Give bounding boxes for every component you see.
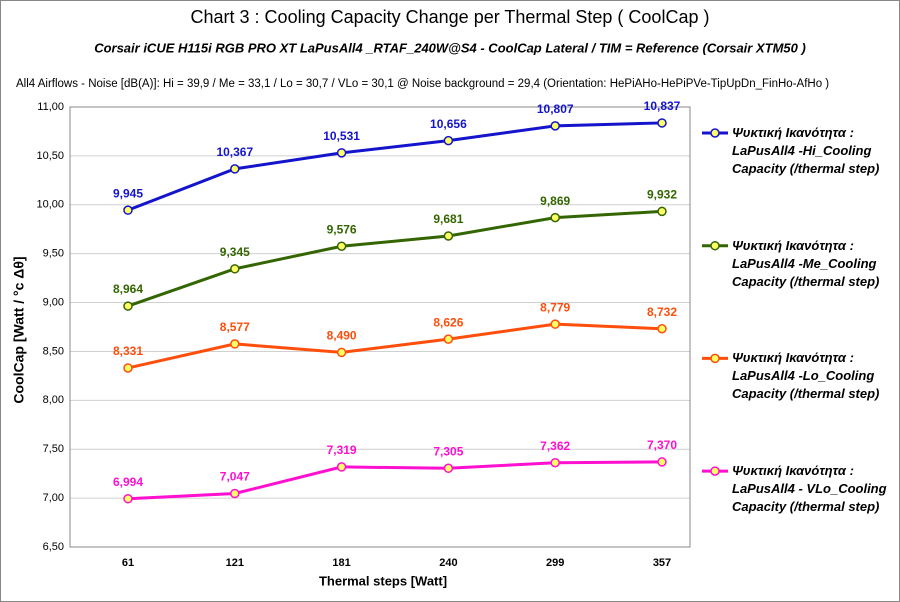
data-point [657, 206, 667, 217]
legend-marker [710, 353, 720, 364]
data-point [443, 463, 454, 474]
x-tick-label: 181 [332, 557, 350, 569]
data-label: 8,964 [113, 282, 143, 296]
data-label: 10,837 [644, 99, 681, 113]
data-label: 10,807 [537, 102, 574, 116]
legend-marker [710, 240, 720, 251]
series-line [127, 121, 663, 212]
y-tick-label: 7,50 [43, 443, 64, 455]
data-point [657, 457, 667, 467]
data-label: 7,047 [220, 470, 250, 484]
y-axis-label: CoolCap [Watt / °c Δθ] [11, 256, 27, 403]
y-tick-label: 8,50 [43, 345, 64, 357]
data-point [336, 347, 347, 358]
data-point [657, 324, 667, 334]
x-tick-label: 299 [546, 557, 564, 569]
data-point [550, 319, 560, 329]
series-line [127, 460, 663, 501]
chart-note: All4 Airflows - Noise [dB(A)]: Hi = 39,9… [16, 78, 829, 90]
data-point [550, 457, 560, 468]
series-line [127, 209, 663, 308]
data-label: 9,932 [647, 188, 677, 202]
legend-marker [710, 128, 720, 138]
data-point [230, 488, 240, 499]
y-tick-label: 11,00 [37, 101, 64, 113]
data-point [443, 231, 454, 241]
x-axis-label: Thermal steps [Watt] [319, 573, 447, 588]
data-point [230, 164, 240, 174]
x-tick-label: 121 [226, 557, 244, 569]
legend-marker [710, 466, 720, 476]
data-label: 9,576 [327, 222, 357, 236]
data-label: 9,945 [113, 186, 143, 200]
chart-title: Chart 3 : Cooling Capacity Change per Th… [191, 7, 710, 27]
data-label: 9,681 [433, 212, 463, 226]
data-point [123, 363, 133, 373]
y-tick-label: 10,50 [36, 150, 64, 162]
data-point [123, 301, 133, 311]
data-label: 6,994 [113, 475, 143, 489]
data-point [443, 334, 454, 344]
legend-entry: Ψυκτική Ικανότητα : LaPusAll4 -Lo_Coolin… [732, 350, 880, 402]
data-label: 7,370 [647, 438, 677, 452]
x-tick-label: 357 [653, 557, 671, 569]
data-label: 7,319 [327, 443, 357, 457]
data-label: 8,732 [647, 305, 677, 319]
x-tick-label: 240 [439, 557, 457, 569]
data-point [123, 205, 133, 215]
data-point [230, 264, 240, 274]
data-point [550, 121, 560, 131]
data-label: 8,779 [540, 300, 570, 314]
data-label: 8,626 [433, 315, 463, 329]
y-tick-label: 10,00 [36, 199, 64, 211]
y-tick-label: 9,00 [43, 296, 64, 308]
data-point [550, 212, 560, 223]
data-point [336, 241, 347, 251]
data-point [336, 462, 347, 472]
x-tick-label: 61 [122, 557, 134, 569]
y-tick-label: 8,00 [43, 394, 64, 406]
data-label: 7,362 [540, 439, 570, 453]
chart-subtitle: Corsair iCUE H115i RGB PRO XT LaPusAll4 … [94, 40, 806, 55]
data-point [443, 135, 454, 146]
data-point [123, 493, 133, 504]
legend-entry: Ψυκτική Ικανότητα : LaPusAll4 -Hi_Coolin… [732, 125, 880, 176]
y-tick-label: 7,00 [43, 492, 64, 504]
legend-entry: Ψυκτική Ικανότητα : LaPusAll4 -Me_Coolin… [732, 237, 880, 289]
data-point [336, 148, 347, 158]
data-label: 9,869 [540, 194, 570, 208]
data-label: 8,331 [113, 344, 143, 358]
legend-entry: Ψυκτική Ικανότητα : LaPusAll4 - VLo_Cool… [732, 463, 887, 515]
data-label: 9,345 [220, 245, 250, 259]
data-label: 7,305 [433, 444, 463, 458]
data-label: 8,577 [220, 320, 250, 334]
data-label: 8,490 [327, 329, 357, 343]
data-point [230, 339, 240, 349]
plot-border [69, 106, 691, 548]
y-tick-label: 9,50 [43, 248, 64, 260]
data-label: 10,656 [430, 117, 467, 131]
y-tick-label: 6,50 [43, 541, 64, 553]
data-label: 10,367 [216, 145, 253, 159]
data-point [657, 118, 667, 128]
series-line [127, 322, 663, 370]
data-label: 10,531 [323, 129, 360, 143]
